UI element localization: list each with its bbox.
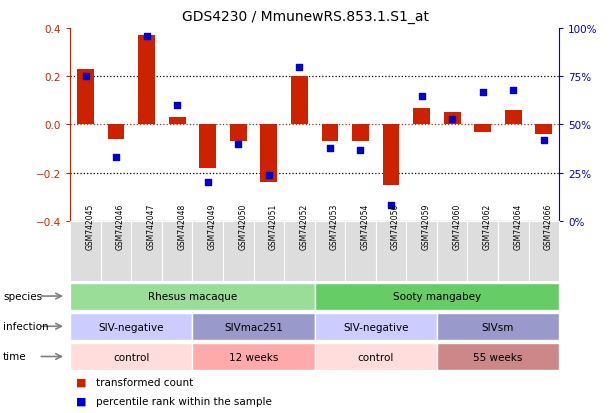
Bar xyxy=(260,125,277,183)
Point xyxy=(295,64,304,71)
Text: GSM742046: GSM742046 xyxy=(116,203,125,249)
Bar xyxy=(77,70,94,125)
Text: SIVmac251: SIVmac251 xyxy=(224,322,283,332)
Point xyxy=(325,145,335,152)
Bar xyxy=(535,125,552,135)
Point xyxy=(81,74,90,81)
Text: GSM742053: GSM742053 xyxy=(330,203,339,249)
Bar xyxy=(291,77,308,125)
Text: GSM742045: GSM742045 xyxy=(86,203,95,249)
Text: GSM742054: GSM742054 xyxy=(360,203,370,249)
Text: percentile rank within the sample: percentile rank within the sample xyxy=(96,396,272,406)
Text: control: control xyxy=(113,352,150,362)
Text: SIV-negative: SIV-negative xyxy=(98,322,164,332)
Text: GSM742052: GSM742052 xyxy=(299,203,309,249)
Bar xyxy=(138,36,155,125)
Point xyxy=(203,180,213,186)
Bar xyxy=(444,113,461,125)
Point xyxy=(508,87,518,94)
Bar xyxy=(199,125,216,169)
Text: GSM742051: GSM742051 xyxy=(269,203,278,249)
Text: GSM742062: GSM742062 xyxy=(483,203,492,249)
Point xyxy=(539,137,549,144)
Text: 55 weeks: 55 weeks xyxy=(474,352,522,362)
Bar xyxy=(321,125,338,142)
Text: ■: ■ xyxy=(76,396,87,406)
Text: 12 weeks: 12 weeks xyxy=(229,352,278,362)
Point xyxy=(142,33,152,40)
Text: time: time xyxy=(3,351,27,362)
Text: GSM742066: GSM742066 xyxy=(544,203,553,249)
Point xyxy=(233,141,243,148)
Text: GSM742059: GSM742059 xyxy=(422,203,431,249)
Text: GSM742047: GSM742047 xyxy=(147,203,156,249)
Bar xyxy=(505,111,522,125)
Text: GSM742050: GSM742050 xyxy=(238,203,247,249)
Text: GSM742049: GSM742049 xyxy=(208,203,217,249)
Bar xyxy=(352,125,369,142)
Text: ■: ■ xyxy=(76,377,87,387)
Text: GDS4230 / MmunewRS.853.1.S1_at: GDS4230 / MmunewRS.853.1.S1_at xyxy=(182,10,429,24)
Point xyxy=(356,147,365,154)
Point xyxy=(386,203,396,209)
Text: SIVsm: SIVsm xyxy=(482,322,514,332)
Bar xyxy=(474,125,491,132)
Text: Sooty mangabey: Sooty mangabey xyxy=(393,292,481,301)
Text: GSM742048: GSM742048 xyxy=(177,203,186,249)
Point xyxy=(478,89,488,96)
Point xyxy=(447,116,457,123)
Text: SIV-negative: SIV-negative xyxy=(343,322,409,332)
Bar xyxy=(230,125,247,142)
Text: species: species xyxy=(3,291,42,301)
Bar xyxy=(382,125,400,185)
Text: Rhesus macaque: Rhesus macaque xyxy=(148,292,237,301)
Text: GSM742056: GSM742056 xyxy=(391,203,400,249)
Point xyxy=(172,102,182,109)
Point xyxy=(111,154,121,161)
Bar xyxy=(108,125,125,140)
Text: GSM742060: GSM742060 xyxy=(452,203,461,249)
Text: infection: infection xyxy=(3,321,49,332)
Text: control: control xyxy=(357,352,394,362)
Bar xyxy=(169,118,186,125)
Point xyxy=(264,172,274,178)
Text: transformed count: transformed count xyxy=(96,377,193,387)
Text: GSM742064: GSM742064 xyxy=(513,203,522,249)
Bar xyxy=(413,108,430,125)
Point xyxy=(417,93,426,100)
